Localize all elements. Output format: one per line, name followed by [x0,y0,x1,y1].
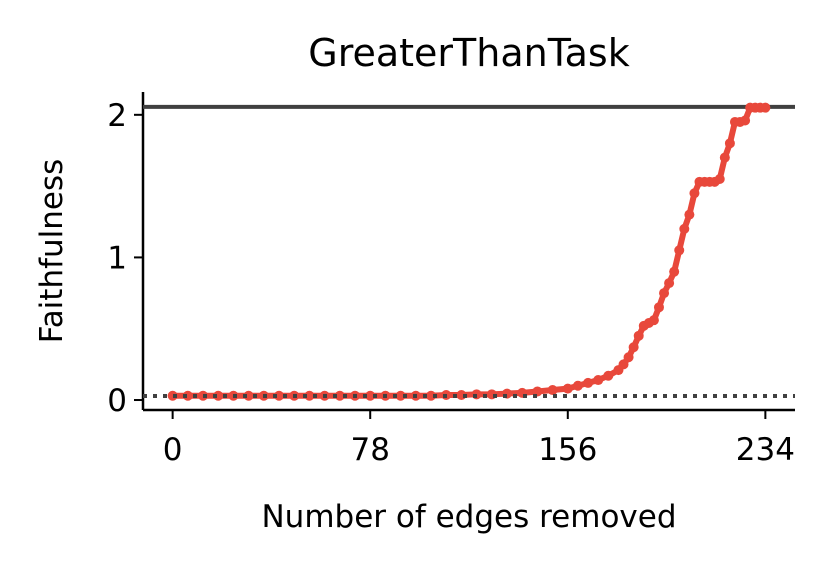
point [623,352,634,363]
point [653,302,664,313]
point [593,375,604,386]
x-tick-label: 156 [538,432,597,468]
chart-title: GreaterThanTask [308,31,629,75]
point [213,390,224,401]
point [583,377,594,388]
point [669,266,680,277]
point [648,315,659,326]
x-tick-label: 0 [163,432,183,468]
point [572,380,583,391]
y-tick-label: 2 [107,98,127,134]
point [365,390,376,401]
point [182,390,193,401]
point [603,370,614,381]
point [618,359,629,370]
y-tick-label: 0 [107,383,127,419]
point [674,245,685,256]
x-axis-label: Number of edges removed [261,499,676,535]
point [724,138,735,149]
point [167,390,178,401]
point [243,390,254,401]
point [426,390,437,401]
x-tick-label: 78 [350,432,389,468]
point [689,188,700,199]
point [714,173,725,184]
point [684,209,695,220]
point [633,330,644,341]
point [659,288,670,299]
point [395,390,406,401]
point [562,383,573,394]
point [547,385,558,396]
point [304,390,315,401]
point [719,152,730,163]
point [760,102,771,113]
y-axis-label: Faithfulness [34,159,70,344]
point [628,342,639,353]
point [334,390,345,401]
point [740,115,751,126]
x-tick-label: 234 [736,432,795,468]
point [679,223,690,234]
y-tick-label: 1 [107,240,127,276]
point [274,390,285,401]
point [532,386,543,397]
point [664,278,675,289]
